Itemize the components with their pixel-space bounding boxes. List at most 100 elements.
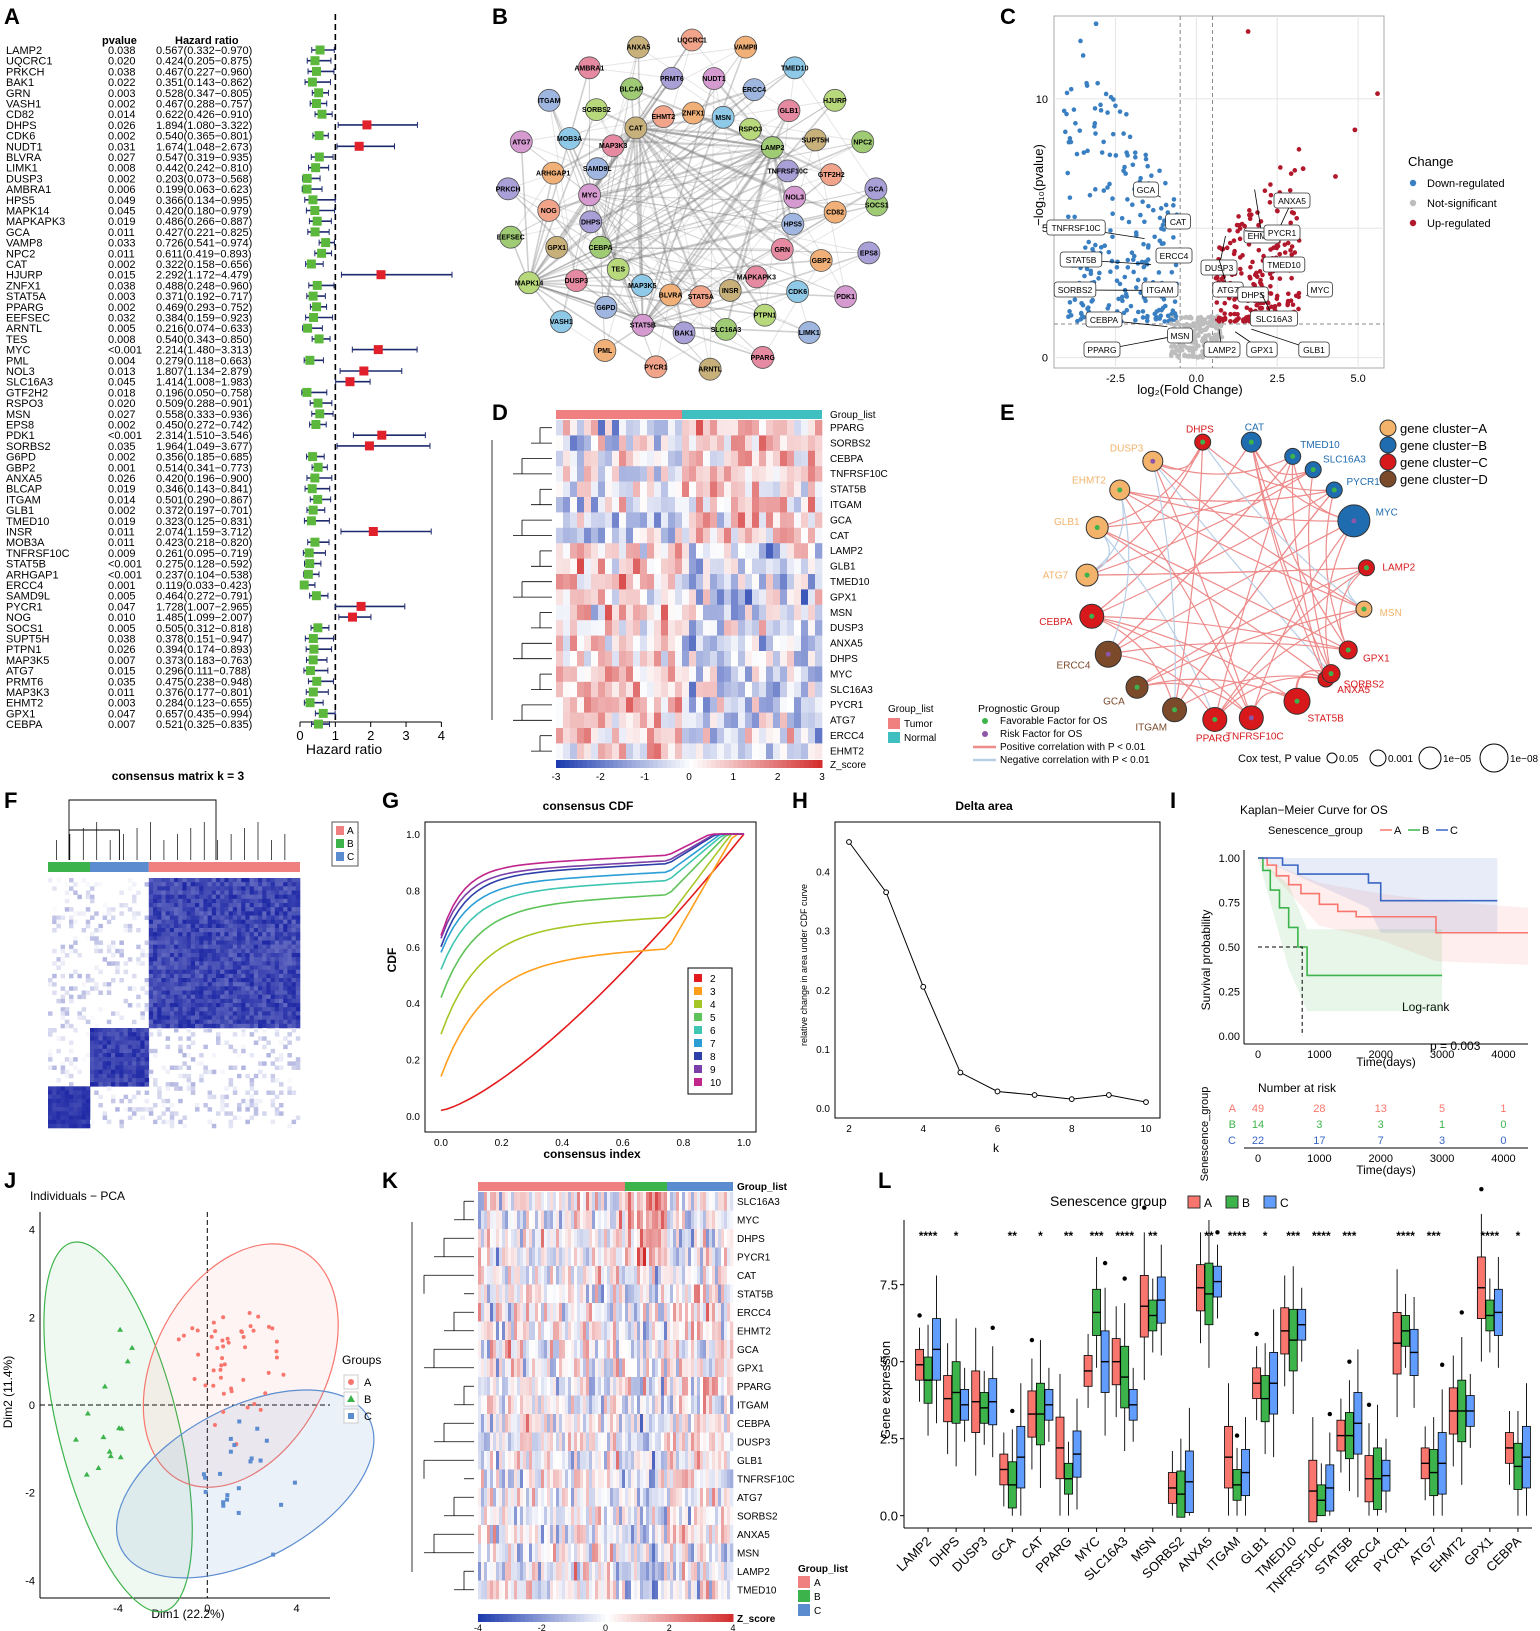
heatmap-cell [626,527,634,544]
consensus-cell [228,1123,234,1129]
consensus-cell [182,911,187,916]
heatmap-cell [759,651,767,667]
consensus-cell [220,1015,225,1020]
consensus-cell [232,1019,238,1025]
heatmap-cell [556,512,564,529]
volcano-point [1214,275,1220,281]
consensus-cell [102,1073,108,1079]
network-edge [635,126,816,141]
volcano-point [1375,91,1380,97]
consensus-cell [249,940,255,945]
consensus-cell [270,1023,276,1029]
consensus-cell [279,886,284,891]
forest-pvalue: 0.038 [108,66,136,78]
consensus-cell [169,982,175,987]
network-node [564,269,588,292]
heatmap-cell [717,697,725,713]
box-ylabel: Gene expression [878,1341,893,1439]
heatmap-cell [591,481,599,498]
cox-legend-circle [1326,752,1338,764]
consensus-cell [241,890,246,895]
consensus-cell [241,944,246,950]
consensus-cell [270,928,276,933]
consensus-cell [132,1044,137,1050]
consensus-cell [94,1036,99,1041]
heatmap-cell [682,466,690,482]
delta-point [846,839,852,845]
consensus-cell [90,1057,95,1062]
heatmap-cell [570,620,578,636]
consensus-cell [199,1003,204,1008]
heatmap-cell [808,743,816,760]
consensus-cell [237,919,242,925]
forest-pvalue: 0.003 [108,88,136,100]
consensus-cell [245,1073,250,1079]
consensus-cell [253,948,259,954]
network-node [517,271,541,295]
network-node-label: ITGAM [538,98,561,105]
consensus-cell [123,1069,129,1075]
consensus-cell [77,1111,82,1116]
consensus-cell [148,936,154,941]
heatmap-cell [661,420,669,436]
consensus-cell [287,919,292,925]
heatmap-cell [689,497,697,513]
consensus-cell [258,882,263,887]
consensus-cell [228,907,234,912]
consensus-cell [232,1090,238,1095]
consensus-cell [52,982,57,987]
consensus-cell [90,1082,95,1087]
consensus-cell [111,1028,116,1033]
consensus-cell [203,878,208,883]
forest-point [314,152,324,162]
consensus-cell [153,1007,158,1012]
consensus-cell [199,894,204,900]
consensus-cell [262,957,267,962]
consensus-cell [81,1094,87,1100]
heatmap-cell [682,728,690,744]
consensus-cell [186,894,192,900]
consensus-cell [174,1007,179,1012]
consensus-cell [190,965,196,970]
heatmap-colorbar-step [569,760,575,768]
consensus-cell [266,944,271,950]
consensus-cell [270,969,276,975]
km-ylabel: Survival probability [1199,910,1213,1011]
consensus-cell [287,978,292,983]
heatmap-cell [661,527,669,544]
corr-node-prognostic-dot [1363,565,1369,571]
consensus-cell [211,944,217,950]
heatmap-cell [794,635,802,652]
consensus-cell [174,944,179,950]
consensus-cell [224,932,229,937]
forest-gene-label: GTF2H2 [6,387,48,399]
consensus-cell [190,969,196,975]
consensus-cell [203,1011,208,1016]
corr-node-prognostic-dot [1328,671,1334,677]
heatmap-colorbar-step [609,760,615,768]
consensus-cell [287,1123,292,1129]
heatmap-cell [640,635,648,652]
consensus-cell [295,957,301,962]
network-node-label: STAT5A [688,294,714,301]
consensus-cell [69,1098,74,1104]
consensus-cell [199,878,204,883]
consensus-cell [73,1090,78,1095]
volcano-point [1065,170,1071,176]
heatmap-cell [745,620,753,636]
consensus-cell [106,1019,112,1025]
consensus-cell [253,936,259,941]
consensus-cell [203,919,208,925]
consensus-cell [56,915,61,920]
consensus-cell [283,915,288,920]
consensus-cell [64,1023,70,1029]
consensus-cell [287,953,292,958]
heatmap-cell [787,527,795,544]
consensus-cell [182,953,187,958]
heatmap-cell [626,681,634,698]
consensus-cell [228,973,234,979]
consensus-cell [270,1003,276,1008]
consensus-cell [249,1094,255,1100]
heatmap-cell [661,620,669,636]
consensus-cell [266,1015,271,1020]
